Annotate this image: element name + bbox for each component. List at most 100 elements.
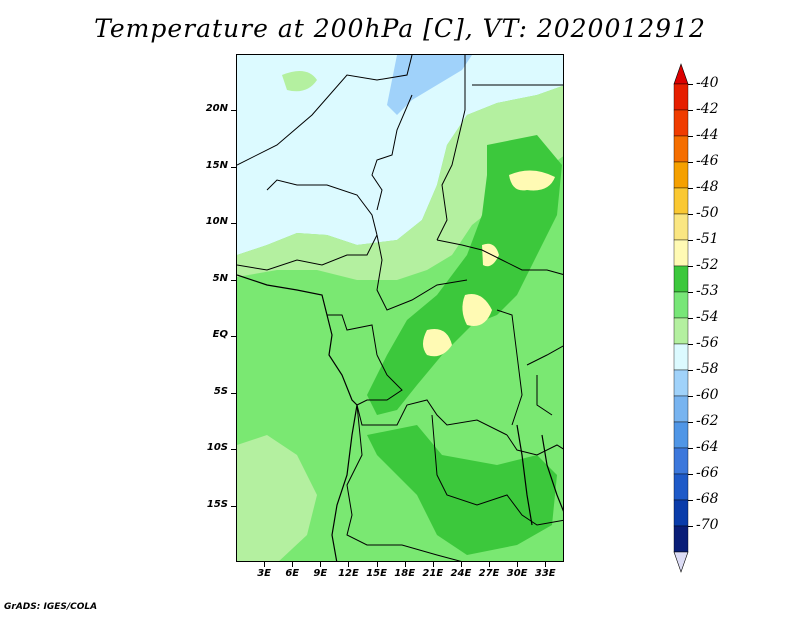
colorbar-tick (688, 162, 693, 163)
credit-text: GrADS: IGES/COLA (4, 602, 98, 612)
lat-tick (231, 223, 236, 225)
colorbar-segment (673, 161, 689, 189)
colorbar-tick (688, 240, 693, 241)
colorbar-label: -70 (696, 517, 719, 533)
lon-tick (489, 562, 491, 567)
colorbar-tick (688, 110, 693, 111)
colorbar-tick (688, 500, 693, 501)
map-panel (236, 54, 564, 562)
colorbar-tick (688, 422, 693, 423)
lat-label: 5N (212, 272, 228, 284)
lat-tick (231, 279, 236, 281)
field-yellow-3 (462, 294, 492, 326)
colorbar-segment (673, 499, 689, 527)
lon-label: 24E (450, 568, 472, 579)
field-light-green-west (237, 435, 317, 561)
colorbar-segment (673, 109, 689, 137)
colorbar-tick (688, 396, 693, 397)
colorbar-segment (673, 239, 689, 267)
lon-label: 33E (534, 568, 556, 579)
lon-label: 18E (394, 568, 416, 579)
colorbar-tick (688, 344, 693, 345)
lon-label: 21E (422, 568, 444, 579)
colorbar-segment (673, 447, 689, 475)
field-light-green-north (237, 85, 563, 280)
map-canvas (237, 55, 563, 561)
colorbar-tick (688, 84, 693, 85)
lon-label: 30E (506, 568, 528, 579)
lon-tick (545, 562, 547, 567)
coastlines (237, 274, 563, 561)
field-light-spot-1 (282, 71, 317, 92)
colorbar-label: -66 (696, 465, 719, 481)
colorbar-label: -53 (696, 283, 719, 299)
lon-tick (264, 562, 266, 567)
colorbar-segment (673, 83, 689, 111)
lon-label: 3E (257, 568, 271, 579)
colorbar-tick (688, 526, 693, 527)
colorbar-segment (673, 187, 689, 215)
field-dark-green-south (367, 425, 557, 555)
colorbar-label: -51 (696, 231, 719, 247)
lon-tick (432, 562, 434, 567)
field-dark-green-east (367, 135, 562, 415)
colorbar-tick (688, 474, 693, 475)
colorbar-tick (688, 318, 693, 319)
map-title: Temperature at 200hPa [C], VT: 202001291… (94, 14, 706, 43)
colorbar-tick (688, 188, 693, 189)
colorbar-label: -50 (696, 205, 719, 221)
colorbar-label: -44 (696, 127, 719, 143)
colorbar-label: -46 (696, 153, 719, 169)
colorbar-label: -56 (696, 335, 719, 351)
colorbar-label: -64 (696, 439, 719, 455)
colorbar-tick (688, 448, 693, 449)
colorbar-label: -48 (696, 179, 719, 195)
colorbar-label: -58 (696, 361, 719, 377)
colorbar-segment (673, 135, 689, 163)
colorbar-label: -42 (696, 101, 719, 117)
lat-label: 5S (213, 385, 228, 397)
colorbar-segment (673, 291, 689, 319)
colorbar-segment (673, 525, 689, 553)
lat-tick (231, 392, 236, 394)
lat-tick (231, 449, 236, 451)
colorbar-tick (688, 292, 693, 293)
lon-label: 15E (366, 568, 387, 579)
colorbar-tick (688, 214, 693, 215)
colorbar-segment (673, 343, 689, 371)
colorbar-label: -60 (696, 387, 719, 403)
lon-label: 27E (478, 568, 500, 579)
lon-tick (292, 562, 294, 567)
colorbar-top-arrow (673, 63, 689, 85)
colorbar-segment (673, 395, 689, 423)
colorbar-segment (673, 213, 689, 241)
lon-label: 6E (285, 568, 300, 579)
lat-tick (231, 336, 236, 338)
colorbar-label: -68 (696, 491, 719, 507)
lat-label: 20N (205, 103, 228, 115)
colorbar-segment (673, 317, 689, 345)
colorbar-bottom-arrow (673, 551, 689, 573)
colorbar-segment (673, 369, 689, 397)
country-boundaries (237, 55, 563, 561)
colorbar-label: -40 (696, 75, 719, 91)
lat-tick (231, 505, 236, 507)
lat-tick (231, 166, 236, 168)
colorbar-tick (688, 370, 693, 371)
colorbar-tick (688, 266, 693, 267)
lon-label: 12E (338, 568, 359, 579)
colorbar-label: -52 (696, 257, 719, 273)
lat-tick (231, 110, 236, 112)
lat-label: 15S (206, 498, 228, 510)
lon-label: 9E (313, 568, 328, 579)
lon-tick (517, 562, 519, 567)
lon-tick (404, 562, 406, 567)
colorbar-segment (673, 265, 689, 293)
field-cold-north (237, 55, 563, 255)
lat-label: EQ (212, 329, 228, 341)
lat-label: 10S (206, 442, 228, 454)
colorbar-segment (673, 473, 689, 501)
field-yellow-4 (423, 329, 452, 357)
lon-tick (348, 562, 350, 567)
lon-tick (460, 562, 462, 567)
